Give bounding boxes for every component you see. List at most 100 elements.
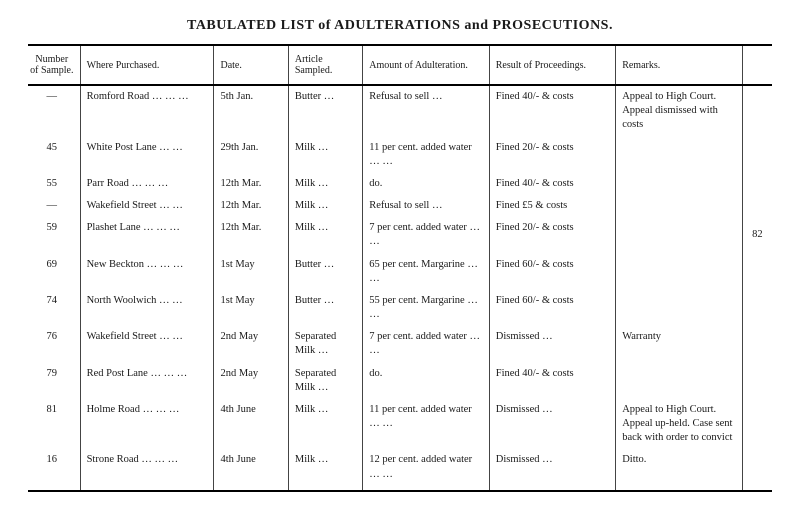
cell-date: 2nd May (214, 363, 288, 399)
cell-result: Fined 20/- & costs (489, 137, 615, 173)
cell-adulteration: 65 per cent. Mar­garine … … (363, 254, 489, 290)
cell-article: Milk … (288, 173, 362, 195)
cell-where: Holme Road … … … (80, 399, 214, 450)
cell-number: — (28, 85, 80, 137)
cell-date: 1st May (214, 254, 288, 290)
cell-page (742, 195, 772, 217)
cell-date: 5th Jan. (214, 85, 288, 137)
cell-where: Wakefield Street … … (80, 195, 214, 217)
cell-result: Fined 40/- & costs (489, 85, 615, 137)
cell-adulteration: Refusal to sell … (363, 85, 489, 137)
col-remarks: Remarks. (616, 45, 742, 85)
cell-number: 74 (28, 290, 80, 326)
table-row: 69New Beckton … … …1st MayButter …65 per… (28, 254, 772, 290)
cell-article: Butter … (288, 85, 362, 137)
cell-where: Parr Road … … … (80, 173, 214, 195)
col-adulteration: Amount of Adulteration. (363, 45, 489, 85)
cell-page (742, 290, 772, 326)
cell-number: 79 (28, 363, 80, 399)
cell-page (742, 449, 772, 490)
cell-date: 12th Mar. (214, 217, 288, 253)
cell-article: Butter … (288, 290, 362, 326)
cell-article: Milk … (288, 195, 362, 217)
cell-remarks (616, 254, 742, 290)
cell-adulteration: 11 per cent. added water … … (363, 399, 489, 450)
cell-adulteration: do. (363, 173, 489, 195)
cell-adulteration: 7 per cent. added water … … (363, 217, 489, 253)
cell-remarks (616, 195, 742, 217)
cell-remarks: Appeal to High Court. Appeal up-held. Ca… (616, 399, 742, 450)
cell-page (742, 254, 772, 290)
cell-date: 2nd May (214, 326, 288, 362)
page-title: TABULATED LIST of ADULTERATIONS and PROS… (28, 18, 772, 34)
cell-article: Butter … (288, 254, 362, 290)
cell-number: 81 (28, 399, 80, 450)
col-number: Number of Sample. (28, 45, 80, 85)
cell-remarks (616, 173, 742, 195)
cell-remarks (616, 363, 742, 399)
cell-page (742, 326, 772, 362)
cell-number: — (28, 195, 80, 217)
cell-where: Strone Road … … … (80, 449, 214, 490)
cell-number: 55 (28, 173, 80, 195)
cell-number: 59 (28, 217, 80, 253)
cell-result: Fined £5 & costs (489, 195, 615, 217)
col-page (742, 45, 772, 85)
col-result: Result of Proceedings. (489, 45, 615, 85)
table-row: 74North Woolwich … …1st MayButter …55 pe… (28, 290, 772, 326)
cell-remarks: Appeal to High Court. Appeal dismissed w… (616, 85, 742, 137)
table-header-row: Number of Sample. Where Purchased. Date.… (28, 45, 772, 85)
cell-where: Wakefield Street … … (80, 326, 214, 362)
cell-page (742, 173, 772, 195)
cell-adulteration: 7 per cent. added water … … (363, 326, 489, 362)
cell-date: 4th June (214, 399, 288, 450)
table-row: 76Wakefield Street … …2nd MaySeparated M… (28, 326, 772, 362)
cell-result: Dismissed … (489, 326, 615, 362)
table-row: —Romford Road … … …5th Jan.Butter …Refus… (28, 85, 772, 137)
cell-page (742, 363, 772, 399)
adulterations-table: Number of Sample. Where Purchased. Date.… (28, 44, 772, 492)
col-date: Date. (214, 45, 288, 85)
cell-article: Milk … (288, 449, 362, 490)
page-number: 82 (742, 217, 772, 253)
cell-number: 45 (28, 137, 80, 173)
cell-number: 16 (28, 449, 80, 490)
cell-where: North Woolwich … … (80, 290, 214, 326)
cell-article: Milk … (288, 217, 362, 253)
table-row: —Wakefield Street … …12th Mar.Milk …Refu… (28, 195, 772, 217)
cell-remarks: Ditto. (616, 449, 742, 490)
cell-article: Separated Milk … (288, 363, 362, 399)
cell-result: Fined 40/- & costs (489, 173, 615, 195)
cell-where: New Beckton … … … (80, 254, 214, 290)
table-row: 59Plashet Lane … … …12th Mar.Milk …7 per… (28, 217, 772, 253)
cell-date: 29th Jan. (214, 137, 288, 173)
cell-article: Milk … (288, 399, 362, 450)
cell-article: Separated Milk … (288, 326, 362, 362)
cell-result: Dismissed … (489, 449, 615, 490)
col-where: Where Purchased. (80, 45, 214, 85)
cell-page (742, 85, 772, 137)
cell-date: 1st May (214, 290, 288, 326)
cell-date: 12th Mar. (214, 173, 288, 195)
cell-where: White Post Lane … … (80, 137, 214, 173)
cell-remarks (616, 290, 742, 326)
cell-where: Red Post Lane … … … (80, 363, 214, 399)
cell-result: Fined 40/- & costs (489, 363, 615, 399)
cell-page (742, 137, 772, 173)
cell-remarks (616, 217, 742, 253)
cell-adulteration: do. (363, 363, 489, 399)
table-row: 45White Post Lane … …29th Jan.Milk …11 p… (28, 137, 772, 173)
cell-page (742, 399, 772, 450)
cell-where: Plashet Lane … … … (80, 217, 214, 253)
cell-result: Fined 60/- & costs (489, 290, 615, 326)
cell-result: Fined 20/- & costs (489, 217, 615, 253)
cell-number: 69 (28, 254, 80, 290)
cell-date: 4th June (214, 449, 288, 490)
cell-result: Dismissed … (489, 399, 615, 450)
table-body: —Romford Road … … …5th Jan.Butter …Refus… (28, 85, 772, 491)
cell-adulteration: 55 per cent. Mar­garine … … (363, 290, 489, 326)
cell-number: 76 (28, 326, 80, 362)
cell-adulteration: 12 per cent. added water … … (363, 449, 489, 490)
cell-date: 12th Mar. (214, 195, 288, 217)
col-article: Article Sampled. (288, 45, 362, 85)
